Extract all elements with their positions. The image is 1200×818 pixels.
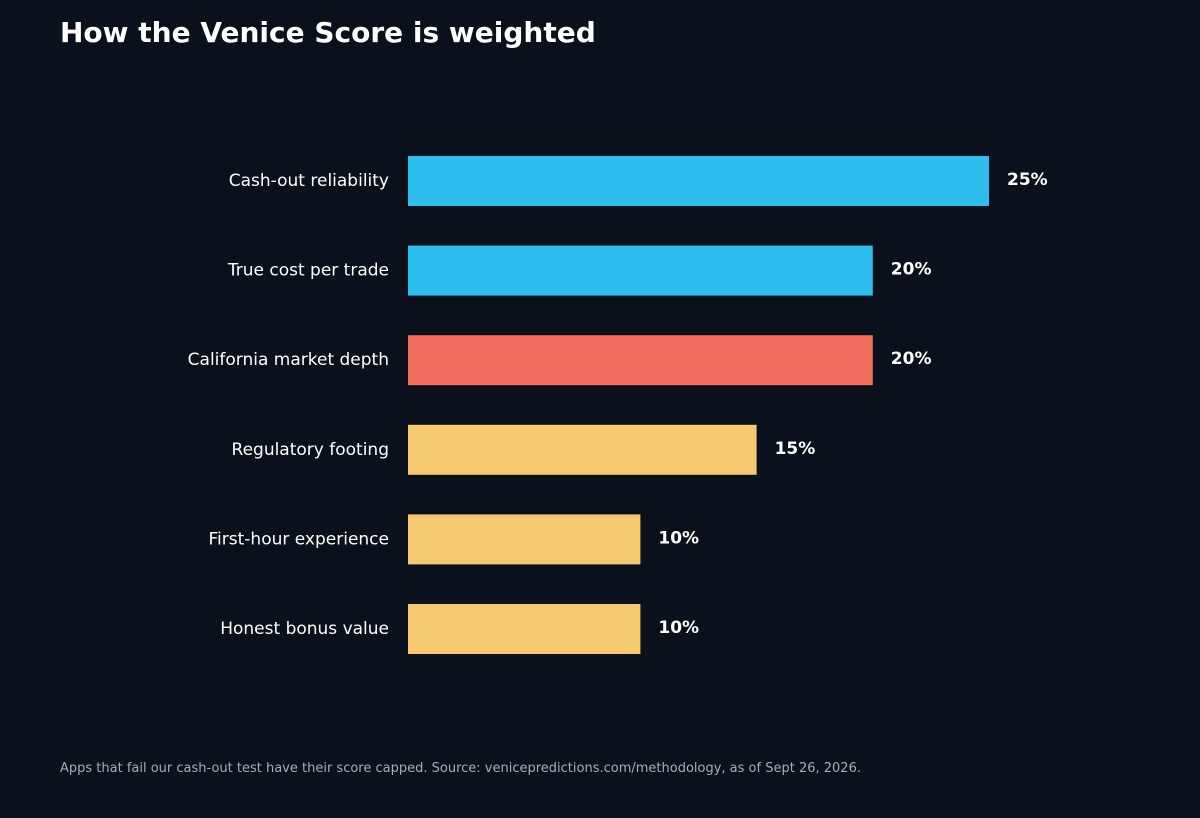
chart-footnote: Apps that fail our cash-out test have th… (60, 761, 861, 776)
bar-1 (408, 245, 873, 296)
category-label: True cost per trade (227, 261, 389, 281)
value-label: 20% (891, 260, 932, 280)
category-label: Regulatory footing (232, 440, 389, 460)
value-label: 10% (658, 618, 699, 638)
value-label: 15% (775, 439, 816, 459)
bar-3 (408, 424, 757, 475)
category-label: Honest bonus value (220, 619, 389, 639)
category-label: California market depth (188, 350, 389, 370)
value-label: 25% (1007, 170, 1048, 190)
bar-0 (408, 156, 989, 206)
value-label: 10% (658, 528, 699, 548)
chart-title: How the Venice Score is weighted (60, 16, 596, 49)
category-label: First-hour experience (209, 529, 389, 549)
value-label: 20% (891, 349, 932, 369)
bar-2 (408, 335, 873, 386)
category-label: Cash-out reliability (229, 171, 389, 191)
bar-5 (408, 604, 641, 654)
bar-4 (408, 514, 641, 565)
